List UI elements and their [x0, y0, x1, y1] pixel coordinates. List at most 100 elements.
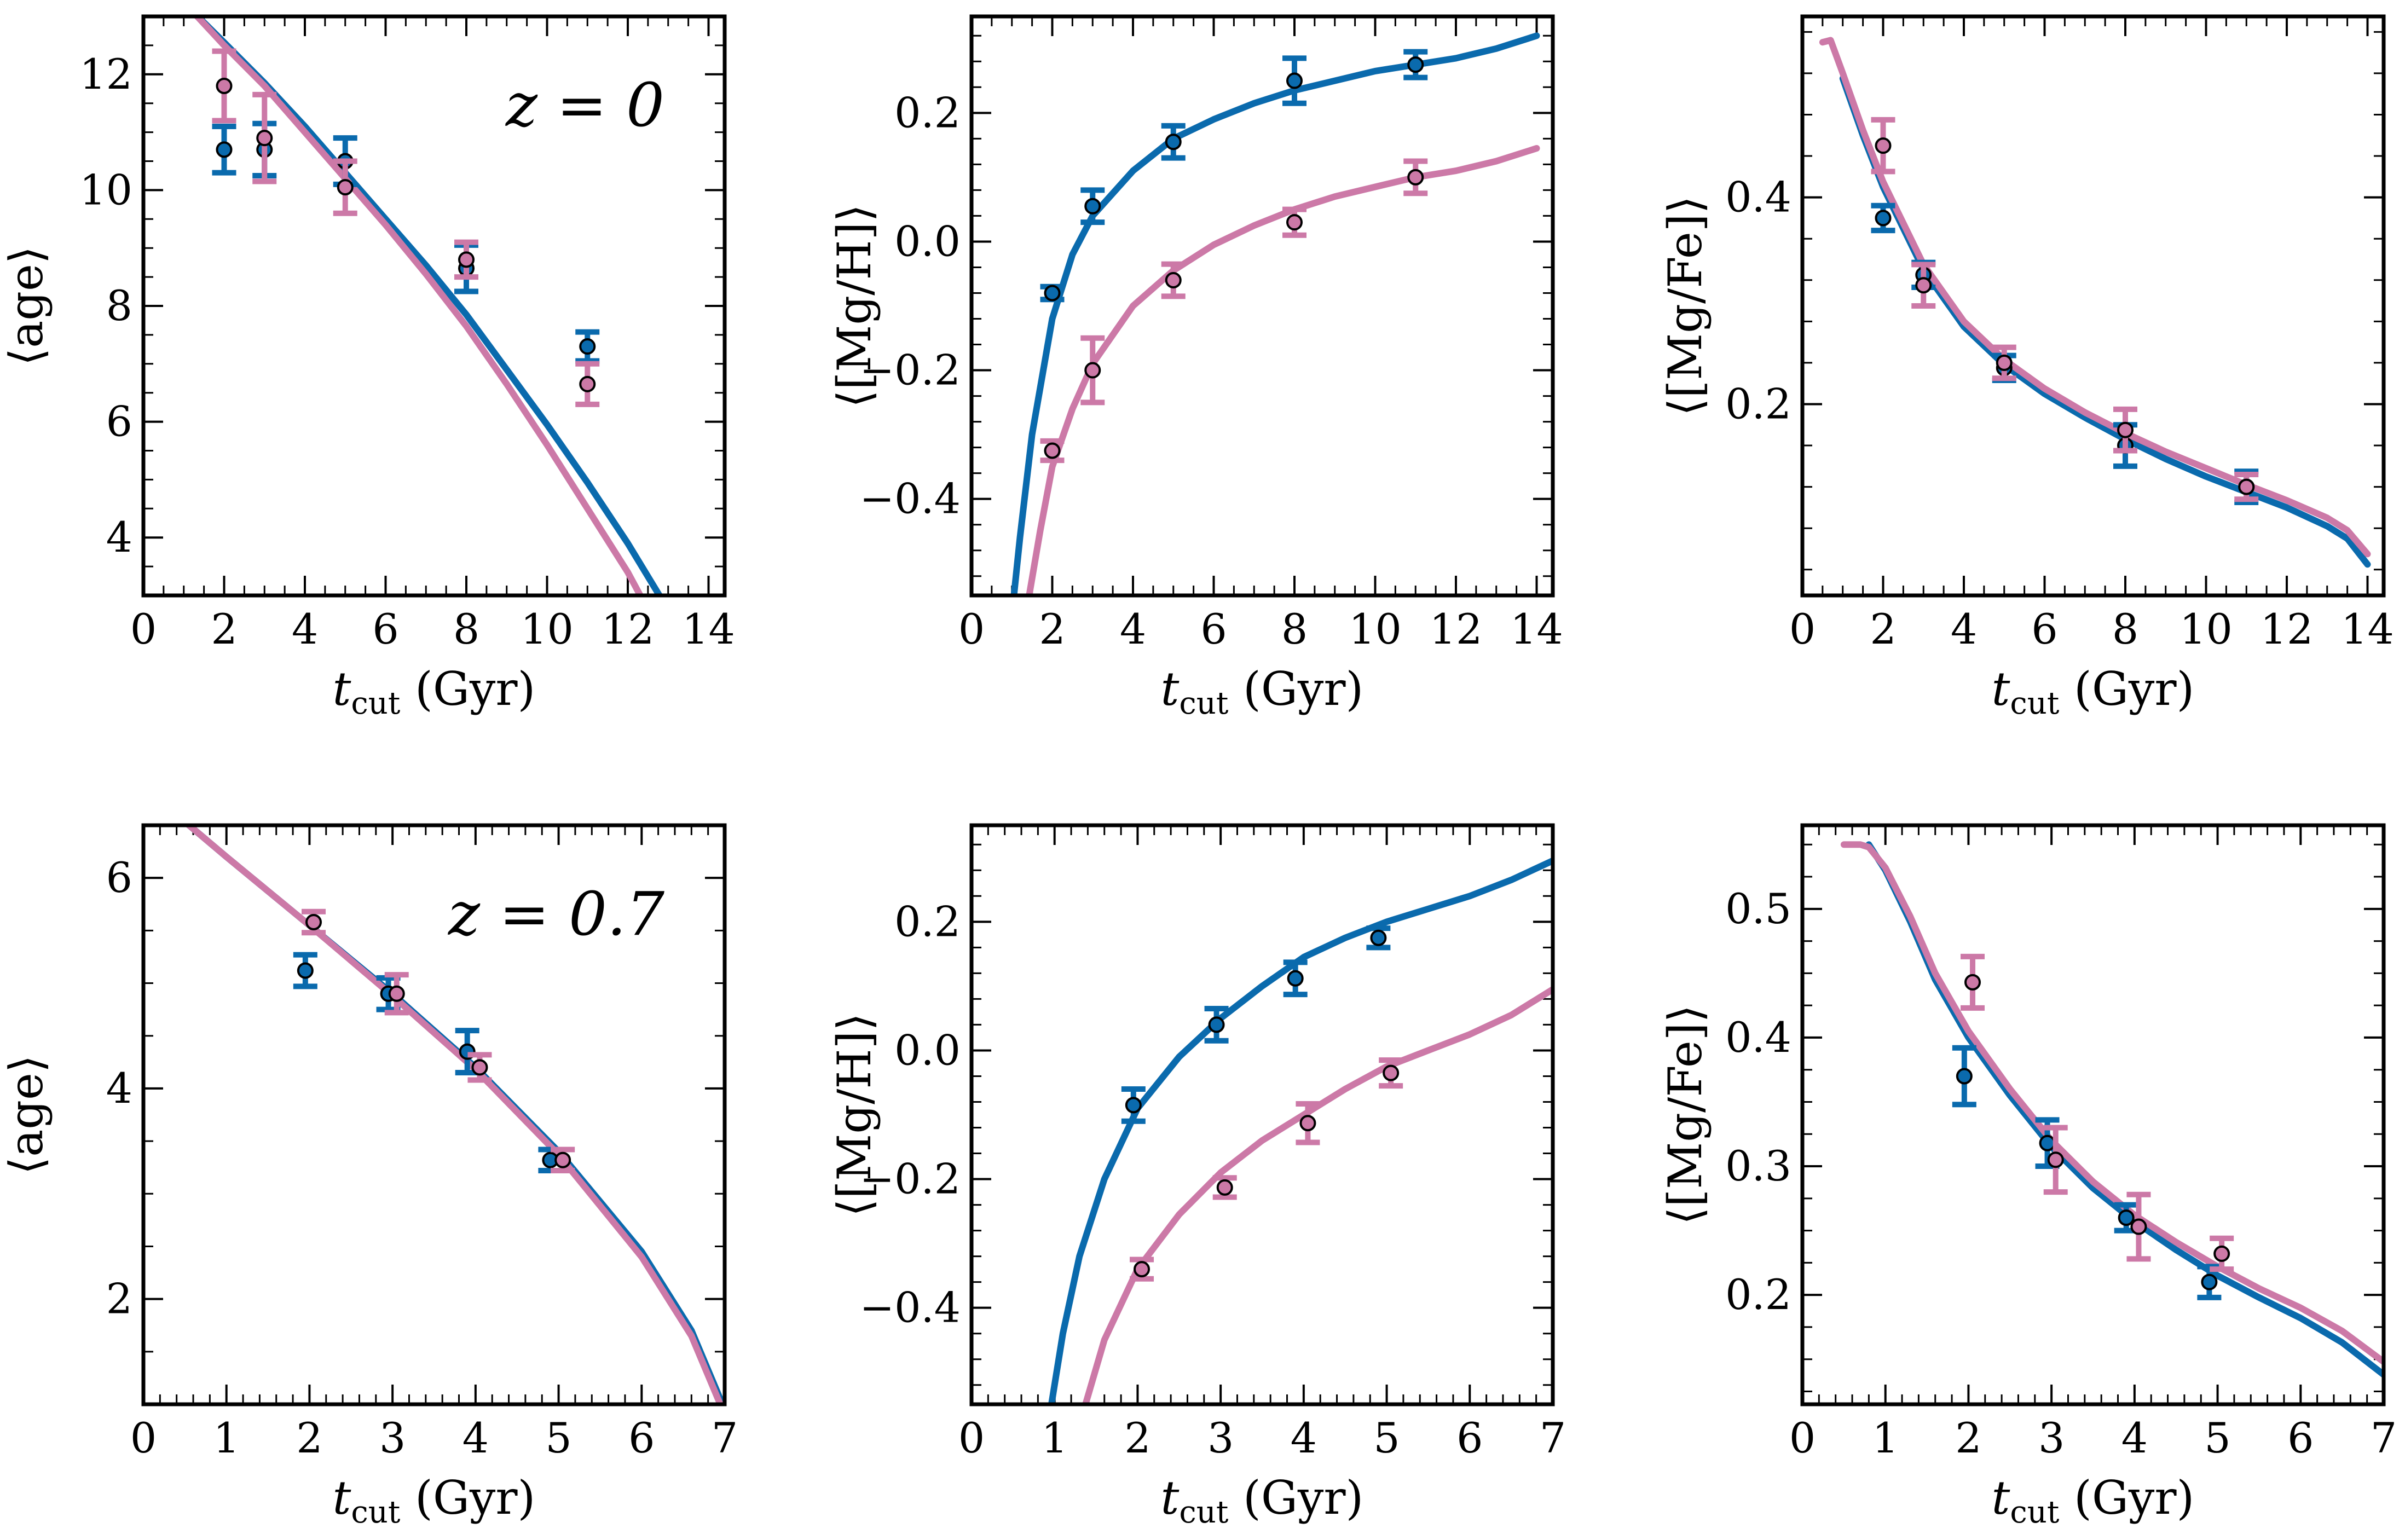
- x-axis-label: tcut (Gyr): [1992, 662, 2195, 721]
- series-line-blue: [1010, 32, 1540, 595]
- data-points: [1040, 49, 1428, 464]
- data-point-blue: [2039, 1134, 2056, 1151]
- tick-marks: [1801, 825, 2385, 1404]
- x-tick-label: 2: [1870, 605, 1896, 653]
- x-tick-label: 4: [462, 1414, 489, 1462]
- y-axis-label: ⟨[Mg/H]⟩: [828, 204, 881, 408]
- x-tick-label: 10: [2179, 605, 2233, 653]
- y-tick-label: 0.3: [1725, 1142, 1791, 1190]
- data-point-pink: [1286, 214, 1303, 231]
- y-tick-label: 0.0: [894, 1026, 961, 1074]
- data-point-blue: [2118, 1209, 2135, 1226]
- data-point-pink: [2213, 1245, 2230, 1262]
- data-point-blue: [1084, 198, 1101, 215]
- data-point-pink: [1407, 169, 1424, 186]
- x-tick-label: 5: [545, 1414, 571, 1462]
- data-point-blue: [1208, 1016, 1225, 1033]
- curves: [1048, 857, 1553, 1404]
- data-point-pink: [1216, 1179, 1233, 1196]
- data-point-blue: [297, 962, 314, 979]
- x-tick-label: 6: [2031, 605, 2057, 653]
- y-tick-label: 0.2: [894, 897, 961, 946]
- series-line-blue: [1048, 857, 1553, 1404]
- series-line-blue: [1865, 841, 2384, 1378]
- x-tick-label: 14: [2341, 605, 2394, 653]
- x-tick-label: 1: [1872, 1414, 1899, 1462]
- x-tick-label: 4: [2121, 1414, 2148, 1462]
- data-point-pink: [1084, 362, 1101, 379]
- y-tick-label: 4: [106, 1064, 132, 1113]
- x-tick-label: 6: [372, 605, 398, 653]
- data-point-pink: [1915, 277, 1932, 294]
- data-points: [1952, 953, 2234, 1300]
- x-tick-label: 0: [130, 605, 157, 653]
- data-point-pink: [1165, 271, 1182, 288]
- x-tick-label: 0: [958, 605, 985, 653]
- y-tick-label: −0.4: [859, 474, 961, 523]
- x-tick-label: 3: [1207, 1414, 1234, 1462]
- y-tick-label: 4: [106, 513, 132, 561]
- y-tick-label: 0.2: [894, 88, 961, 137]
- x-tick-label: 0: [958, 1414, 985, 1462]
- panel-1: 0 2 4 6 8 10 12 14 4 6 8 10 12 tcut (Gyr) ⟨age⟩ z = 0: [0, 14, 735, 721]
- x-tick-label: 8: [1281, 605, 1308, 653]
- y-axis-label: ⟨[Mg/Fe]⟩: [1658, 1005, 1712, 1225]
- data-point-pink: [1875, 137, 1892, 154]
- curves: [1819, 37, 2371, 568]
- data-point-pink: [1044, 442, 1061, 459]
- tick-marks: [970, 825, 1554, 1404]
- data-point-blue: [1165, 134, 1182, 150]
- x-tick-label: 3: [2038, 1414, 2065, 1462]
- x-tick-label: 12: [602, 605, 655, 653]
- x-tick-label: 14: [1510, 605, 1563, 653]
- y-tick-label: 0.5: [1725, 884, 1791, 933]
- curves: [1010, 32, 1540, 595]
- series-line-blue: [1839, 75, 2371, 568]
- y-tick-label: 0.4: [1725, 1013, 1791, 1062]
- x-tick-label: 4: [1951, 605, 1977, 653]
- data-point-blue: [1407, 56, 1424, 73]
- x-tick-label: 5: [2204, 1414, 2230, 1462]
- x-axis-label: tcut (Gyr): [1161, 1471, 1364, 1530]
- y-tick-label: 8: [106, 281, 132, 330]
- data-point-pink: [471, 1059, 488, 1076]
- y-axis-label: ⟨age⟩: [0, 1055, 53, 1174]
- redshift-annotation: z = 0: [505, 70, 664, 140]
- y-tick-label: 12: [79, 50, 132, 99]
- x-axis-label: tcut (Gyr): [333, 662, 536, 721]
- data-point-blue: [1044, 285, 1061, 302]
- x-tick-label: 2: [1124, 1414, 1151, 1462]
- y-tick-label: −0.2: [859, 346, 961, 395]
- plot-frame: [969, 823, 1555, 1406]
- data-point-blue: [2201, 1273, 2218, 1290]
- data-point-pink: [2130, 1218, 2147, 1235]
- panel-6: 0 1 2 3 4 5 6 7 0.2 0.3 0.4 0.5 tcut (Gyr) ⟨[Mg/Fe]⟩: [1658, 823, 2397, 1530]
- x-tick-label: 6: [1456, 1414, 1483, 1462]
- data-point-blue: [1286, 72, 1303, 89]
- data-point-blue: [579, 338, 596, 355]
- x-axis-label: tcut (Gyr): [1992, 1471, 2195, 1530]
- data-point-pink: [1134, 1261, 1151, 1278]
- y-tick-label: 10: [79, 165, 132, 214]
- data-point-pink: [1383, 1064, 1400, 1081]
- redshift-annotation: z = 0.7: [447, 879, 664, 949]
- data-points: [212, 48, 600, 407]
- panel-2: 0 2 4 6 8 10 12 14 −0.4 −0.2 0.0 0.2 tcut (Gyr) ⟨[Mg/…: [828, 14, 1563, 721]
- y-tick-label: 6: [106, 853, 132, 902]
- series-line-pink: [1026, 145, 1540, 595]
- data-point-pink: [388, 985, 405, 1002]
- x-tick-label: 5: [1373, 1414, 1400, 1462]
- x-tick-label: 2: [211, 605, 237, 653]
- x-tick-label: 2: [296, 1414, 322, 1462]
- data-point-pink: [1996, 354, 2013, 371]
- curves: [1840, 841, 2384, 1378]
- y-axis-label: ⟨age⟩: [0, 246, 53, 366]
- data-point-pink: [256, 130, 273, 147]
- x-axis-label: tcut (Gyr): [333, 1471, 536, 1530]
- data-point-pink: [579, 375, 596, 392]
- x-tick-label: 6: [1200, 605, 1227, 653]
- x-tick-label: 12: [1430, 605, 1483, 653]
- y-tick-label: 6: [106, 397, 132, 446]
- y-axis-label: ⟨[Mg/Fe]⟩: [1658, 196, 1712, 416]
- data-points: [293, 908, 575, 1173]
